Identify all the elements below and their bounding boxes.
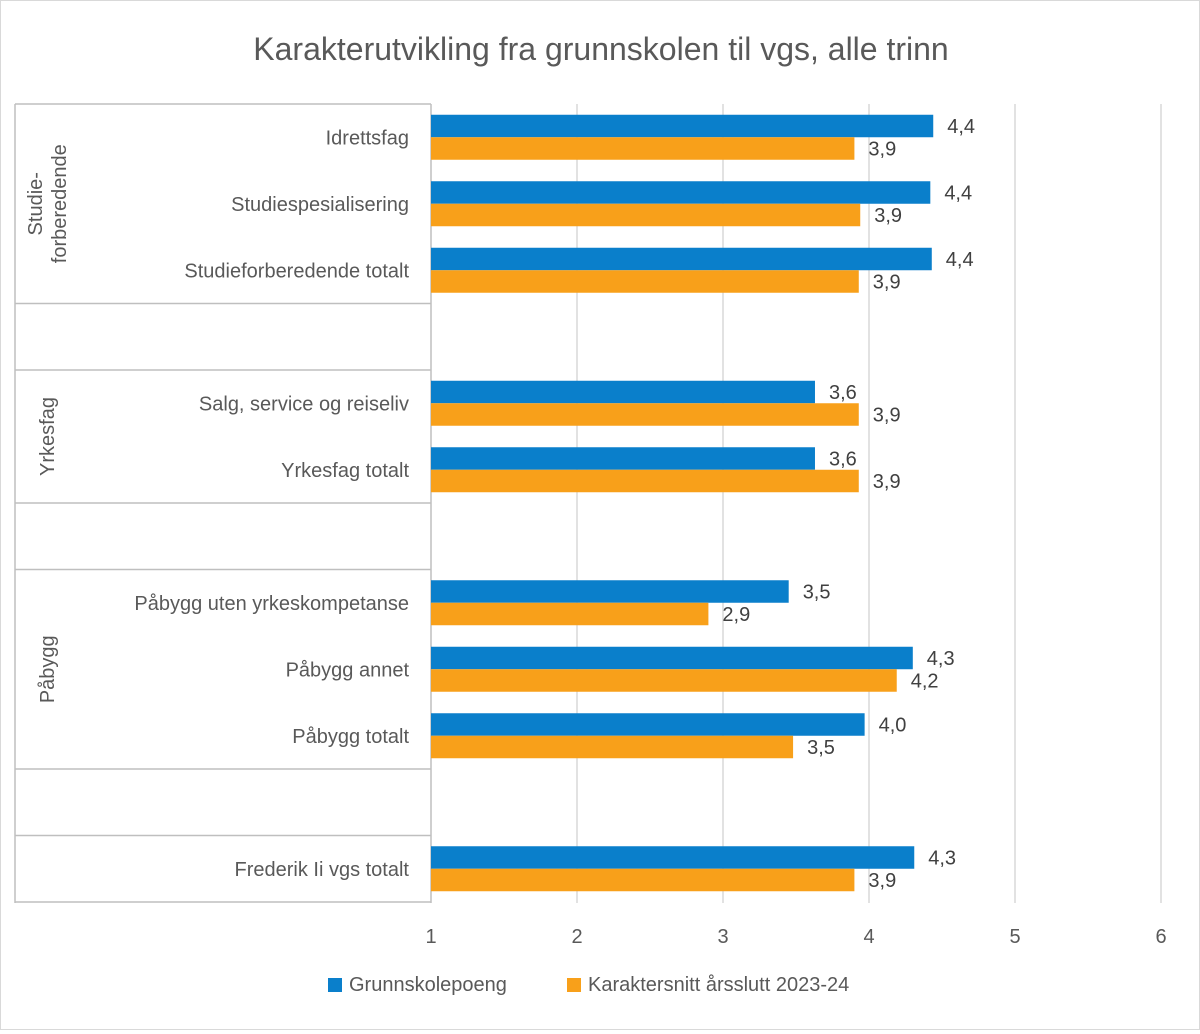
bar-karaktersnitt <box>431 203 861 227</box>
category-frame <box>14 103 432 903</box>
data-label: 3,9 <box>873 272 901 294</box>
bar-grunnskolepoeng <box>431 447 815 470</box>
category-label: Yrkesfag totalt <box>281 460 409 482</box>
group-label: Yrkesfag <box>37 397 59 476</box>
bar-grunnskolepoeng <box>431 114 934 138</box>
category-label: Studiespesialisering <box>231 194 409 216</box>
category-label: Påbygg annet <box>286 659 410 681</box>
bar-karaktersnitt <box>431 868 855 892</box>
bar-grunnskolepoeng <box>431 247 932 271</box>
bar-grunnskolepoeng <box>431 380 815 404</box>
group-label-line: forberedende <box>49 144 71 263</box>
x-tick-label: 1 <box>425 926 436 948</box>
gridlines <box>576 104 1162 903</box>
data-label: 4,3 <box>927 648 955 670</box>
bar-karaktersnitt <box>431 669 897 692</box>
group-label: Påbygg <box>37 635 59 703</box>
category-label: Påbygg totalt <box>292 726 409 748</box>
x-tick-label: 2 <box>571 926 582 948</box>
bar-karaktersnitt <box>431 270 859 293</box>
data-label: 3,6 <box>829 449 857 471</box>
x-tick-label: 3 <box>717 926 728 948</box>
data-label: 3,5 <box>803 582 831 604</box>
data-label: 3,9 <box>874 205 902 227</box>
bar-karaktersnitt <box>431 735 794 759</box>
labels: 1 2 3 4 5 6 Idrettsfag 4,4 3,9 Studiespesialiseri… <box>25 116 1167 948</box>
data-label: 3,6 <box>829 382 857 404</box>
bar-karaktersnitt <box>431 403 859 426</box>
bar-karaktersnitt <box>431 469 859 493</box>
group-label: Studie-forberedende <box>25 144 71 263</box>
data-label: 4,4 <box>947 116 975 138</box>
group-label-line: Påbygg <box>37 635 59 703</box>
data-label: 4,0 <box>879 715 907 737</box>
data-label: 4,4 <box>944 183 972 205</box>
bars <box>431 114 934 892</box>
legend-label: Karaktersnitt årsslutt 2023-24 <box>588 974 849 996</box>
bar-grunnskolepoeng <box>431 646 913 670</box>
legend-swatch-grunnskolepoeng <box>328 978 342 992</box>
data-label: 2,9 <box>722 604 750 626</box>
chart-title: Karakterutvikling fra grunnskolen til vg… <box>253 31 948 67</box>
bar-grunnskolepoeng <box>431 181 931 204</box>
legend-label: Grunnskolepoeng <box>349 974 507 996</box>
data-label: 3,9 <box>873 471 901 493</box>
bar-grunnskolepoeng <box>431 580 789 603</box>
x-tick-label: 4 <box>863 926 874 948</box>
data-label: 4,4 <box>946 249 974 271</box>
legend-swatch-karaktersnitt <box>567 978 581 992</box>
data-label: 3,9 <box>868 870 896 892</box>
category-label: Salg, service og reiseliv <box>199 393 409 415</box>
bar-grunnskolepoeng <box>431 713 865 736</box>
bar-karaktersnitt <box>431 602 709 626</box>
group-label-line: Studie- <box>25 172 47 235</box>
legend: Grunnskolepoeng Karaktersnitt årsslutt 20… <box>328 974 849 996</box>
group-label-line: Yrkesfag <box>37 397 59 476</box>
category-label: Studieforberedende totalt <box>184 260 409 282</box>
bar-karaktersnitt <box>431 137 855 160</box>
data-label: 4,3 <box>928 848 956 870</box>
data-label: 3,9 <box>873 405 901 427</box>
data-label: 4,2 <box>911 671 939 693</box>
x-tick-label: 6 <box>1155 926 1166 948</box>
category-label: Idrettsfag <box>326 127 409 149</box>
category-label: Påbygg uten yrkeskompetanse <box>134 593 409 615</box>
x-tick-label: 5 <box>1009 926 1020 948</box>
data-label: 3,5 <box>807 737 835 759</box>
category-label: Frederik Ii vgs totalt <box>234 859 409 881</box>
bar-grunnskolepoeng <box>431 846 915 869</box>
data-label: 3,9 <box>868 139 896 161</box>
